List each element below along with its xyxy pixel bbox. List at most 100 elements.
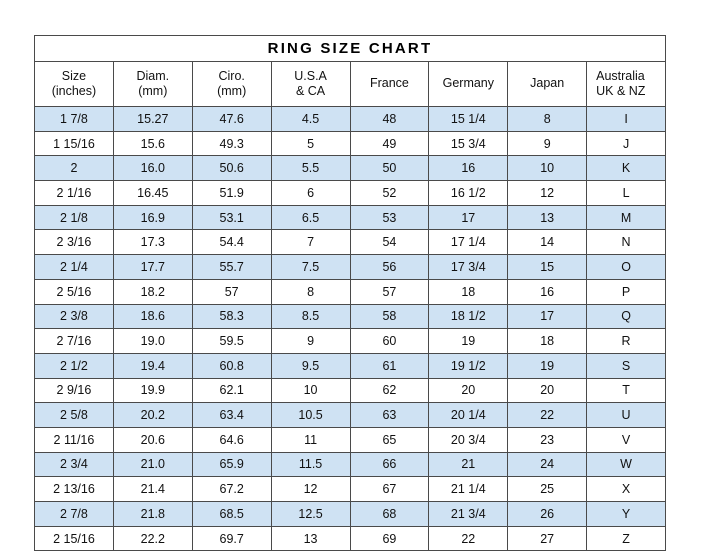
cell-australia-uk-nz: J: [586, 130, 666, 157]
cell-australia-uk-nz: X: [586, 476, 666, 502]
cell-circum-mm: 53.1: [191, 204, 272, 231]
column-header-line1: Size: [61, 68, 87, 83]
table-row: 2 1/8 16.9 53.1 6.5 53 17 13 M: [34, 204, 666, 231]
cell-circum-mm: 64.6: [191, 426, 272, 453]
cell-diameter-mm: 19.4: [112, 352, 193, 379]
cell-circum-mm: 60.8: [191, 352, 272, 379]
cell-diameter-mm: 20.2: [112, 402, 193, 428]
cell-diameter-mm: 21.8: [112, 501, 193, 527]
cell-usa-ca: 12.5: [270, 501, 351, 527]
cell-japan: 13: [507, 204, 588, 231]
column-header-usa-ca: U.S.A & CA: [270, 61, 351, 107]
cell-australia-uk-nz: T: [586, 377, 666, 404]
cell-france: 53: [349, 204, 430, 231]
cell-japan: 23: [507, 426, 588, 453]
cell-usa-ca: 11: [270, 426, 351, 453]
ring-size-chart-table: RING SIZE CHART Size (inches) Diam. (mm) Cir…: [34, 35, 666, 551]
cell-size-inches: 2 1/2: [34, 352, 114, 379]
cell-diameter-mm: 15.6: [112, 130, 193, 157]
column-header-japan: Japan: [507, 61, 588, 107]
cell-usa-ca: 10.5: [270, 402, 351, 428]
column-header-size-inches: Size (inches): [34, 61, 114, 107]
cell-japan: 20: [507, 377, 588, 404]
cell-circum-mm: 58.3: [191, 303, 272, 330]
cell-diameter-mm: 21.4: [112, 476, 193, 502]
cell-diameter-mm: 18.6: [112, 303, 193, 330]
cell-japan: 25: [507, 476, 588, 502]
column-header-line2: UK & NZ: [596, 84, 646, 98]
cell-australia-uk-nz: O: [586, 254, 666, 280]
cell-usa-ca: 5: [270, 130, 351, 157]
cell-france: 69: [349, 525, 430, 551]
table-row: 2 15/16 22.2 69.7 13 69 22 27 Z: [34, 525, 666, 551]
cell-australia-uk-nz: I: [586, 106, 666, 132]
cell-circum-mm: 59.5: [191, 328, 272, 354]
cell-france: 54: [349, 229, 430, 256]
cell-japan: 22: [507, 402, 588, 428]
cell-size-inches: 1 15/16: [34, 130, 114, 157]
table-row: 2 16.0 50.6 5.5 50 16 10 K: [34, 155, 666, 182]
cell-usa-ca: 10: [270, 377, 351, 404]
cell-france: 52: [349, 180, 430, 206]
cell-size-inches: 2 3/4: [34, 451, 114, 478]
cell-circum-mm: 68.5: [191, 501, 272, 527]
column-header-line2: (mm): [138, 84, 168, 98]
column-header-line1: Japan: [530, 76, 565, 91]
cell-france: 61: [349, 352, 430, 379]
cell-size-inches: 1 7/8: [34, 106, 114, 132]
cell-japan: 27: [507, 525, 588, 551]
column-header-germany: Germany: [428, 61, 509, 107]
cell-circum-mm: 57: [191, 278, 272, 305]
cell-japan: 24: [507, 451, 588, 478]
cell-france: 49: [349, 130, 430, 157]
cell-circum-mm: 67.2: [191, 476, 272, 502]
cell-japan: 18: [507, 328, 588, 354]
cell-japan: 15: [507, 254, 588, 280]
column-header-line1: Ciro.: [218, 68, 245, 83]
table-row: 2 5/8 20.2 63.4 10.5 63 20 1/4 22 U: [34, 402, 666, 428]
cell-usa-ca: 9: [270, 328, 351, 354]
cell-australia-uk-nz: S: [586, 352, 666, 379]
cell-usa-ca: 7.5: [270, 254, 351, 280]
cell-australia-uk-nz: W: [586, 451, 666, 478]
cell-australia-uk-nz: M: [586, 204, 666, 231]
cell-diameter-mm: 16.0: [112, 155, 193, 182]
chart-title: RING SIZE CHART: [34, 35, 666, 62]
cell-australia-uk-nz: P: [586, 278, 666, 305]
cell-usa-ca: 11.5: [270, 451, 351, 478]
column-header-line1: France: [369, 76, 409, 91]
cell-diameter-mm: 15.27: [112, 106, 193, 132]
column-header-diameter-mm: Diam. (mm): [112, 61, 193, 107]
cell-australia-uk-nz: L: [586, 180, 666, 206]
cell-germany: 19: [428, 328, 509, 354]
cell-france: 58: [349, 303, 430, 330]
column-header-australia-uk-nz: Australia UK & NZ: [586, 61, 666, 107]
table-row: 2 1/2 19.4 60.8 9.5 61 19 1/2 19 S: [34, 352, 666, 379]
cell-circum-mm: 54.4: [191, 229, 272, 256]
cell-germany: 21 3/4: [428, 501, 509, 527]
cell-size-inches: 2 15/16: [34, 525, 114, 551]
cell-circum-mm: 65.9: [191, 451, 272, 478]
cell-france: 50: [349, 155, 430, 182]
cell-germany: 21 1/4: [428, 476, 509, 502]
cell-usa-ca: 12: [270, 476, 351, 502]
cell-germany: 21: [428, 451, 509, 478]
cell-germany: 18: [428, 278, 509, 305]
cell-circum-mm: 69.7: [191, 525, 272, 551]
cell-size-inches: 2: [34, 155, 114, 182]
cell-france: 60: [349, 328, 430, 354]
table-row: 2 7/8 21.8 68.5 12.5 68 21 3/4 26 Y: [34, 501, 666, 527]
column-header-line1: Australia: [596, 68, 645, 83]
column-header-france: France: [349, 61, 430, 107]
column-header-line2: & CA: [295, 84, 326, 98]
cell-france: 56: [349, 254, 430, 280]
table-row: 2 3/4 21.0 65.9 11.5 66 21 24 W: [34, 451, 666, 478]
cell-japan: 16: [507, 278, 588, 305]
cell-japan: 9: [507, 130, 588, 157]
table-row: 1 7/8 15.27 47.6 4.5 48 15 1/4 8 I: [34, 106, 666, 132]
table-row: 2 7/16 19.0 59.5 9 60 19 18 R: [34, 328, 666, 354]
cell-france: 57: [349, 278, 430, 305]
cell-germany: 20: [428, 377, 509, 404]
cell-australia-uk-nz: R: [586, 328, 666, 354]
cell-usa-ca: 8.5: [270, 303, 351, 330]
